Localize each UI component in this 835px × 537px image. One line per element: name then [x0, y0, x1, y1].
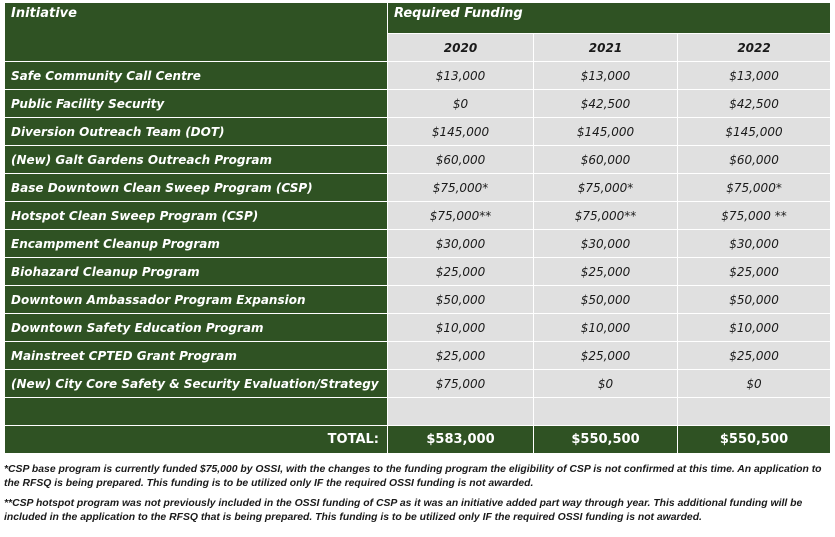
funding-value: $0	[676, 369, 832, 398]
year-header-row: 2020 2021 2022	[5, 33, 832, 62]
funding-value: $10,000	[676, 313, 832, 342]
funding-value: $13,000	[533, 61, 678, 90]
funding-value: $25,000	[533, 257, 678, 286]
table-row: Encampment Cleanup Program $30,000 $30,000…	[4, 229, 832, 258]
table-row: Downtown Safety Education Program $10,000…	[4, 313, 832, 342]
total-label: TOTAL:	[4, 425, 388, 454]
table-row: (New) Galt Gardens Outreach Program $60,0…	[4, 145, 832, 174]
table-row: Mainstreet CPTED Grant Program $25,000 $25…	[4, 341, 832, 370]
initiative-name: Downtown Ambassador Program Expansion	[4, 285, 388, 314]
footnote-csp-base: *CSP base program is currently funded $7…	[4, 464, 822, 489]
initiative-name: (New) Galt Gardens Outreach Program	[4, 145, 388, 174]
table-row: Base Downtown Clean Sweep Program (CSP) $…	[4, 173, 832, 202]
funding-value: $50,000	[533, 285, 678, 314]
funding-value: $42,500	[533, 89, 678, 118]
funding-value: $10,000	[387, 313, 534, 342]
initiative-name: Mainstreet CPTED Grant Program	[4, 341, 388, 370]
header-row-top: Initiative Required Funding	[4, 2, 832, 62]
funding-value: $30,000	[676, 229, 832, 258]
blank-cell	[533, 397, 678, 426]
funding-value: $145,000	[533, 117, 678, 146]
footnotes: *CSP base program is currently funded $7…	[4, 463, 830, 531]
funding-value: $30,000	[533, 229, 678, 258]
funding-value: $10,000	[533, 313, 678, 342]
funding-value: $75,000	[387, 369, 534, 398]
initiative-name: (New) City Core Safety & Security Evalua…	[4, 369, 388, 398]
funding-value: $30,000	[387, 229, 534, 258]
table-row: Public Facility Security $0 $42,500 $42,500	[4, 89, 832, 118]
funding-value: $145,000	[387, 117, 534, 146]
initiative-header: Initiative	[4, 2, 388, 62]
year-header: 2021	[533, 33, 678, 62]
funding-value: $50,000	[387, 285, 534, 314]
table-row: Downtown Ambassador Program Expansion $50…	[4, 285, 832, 314]
year-header: 2022	[676, 33, 832, 62]
funding-value: $60,000	[387, 145, 534, 174]
initiative-name: Encampment Cleanup Program	[4, 229, 388, 258]
funding-value: $0	[533, 369, 678, 398]
total-row: TOTAL: $583,000 $550,500 $550,500	[4, 425, 832, 454]
funding-value: $75,000*	[387, 173, 534, 202]
footnote-csp-hotspot: **CSP hotspot program was not previously…	[4, 498, 803, 523]
blank-cell	[387, 397, 534, 426]
funding-table-container: Initiative Required Funding 2020 2021 20…	[4, 2, 832, 454]
required-funding-header: Required Funding	[386, 2, 832, 34]
table-row: (New) City Core Safety & Security Evalua…	[4, 369, 832, 398]
table-row: Biohazard Cleanup Program $25,000 $25,000 $…	[4, 257, 832, 286]
initiative-name: Downtown Safety Education Program	[4, 313, 388, 342]
initiative-name: Safe Community Call Centre	[4, 61, 388, 90]
funding-value: $25,000	[533, 341, 678, 370]
initiative-name: Biohazard Cleanup Program	[4, 257, 388, 286]
blank-cell	[4, 397, 388, 426]
table-row: Diversion Outreach Team (DOT) $145,000 $14…	[4, 117, 832, 146]
funding-value: $0	[387, 89, 534, 118]
initiative-name: Base Downtown Clean Sweep Program (CSP)	[4, 173, 388, 202]
blank-row	[4, 397, 832, 426]
funding-value: $25,000	[387, 257, 534, 286]
table-row: Safe Community Call Centre $13,000 $13,000…	[4, 61, 832, 90]
funding-value: $25,000	[676, 257, 832, 286]
funding-table-body: Initiative Required Funding 2020 2021 20…	[4, 2, 832, 454]
funding-value: $13,000	[676, 61, 832, 90]
total-value: $583,000	[387, 425, 534, 454]
funding-value: $75,000**	[533, 201, 678, 230]
table-row: Hotspot Clean Sweep Program (CSP) $75,000…	[4, 201, 832, 230]
total-value: $550,500	[676, 425, 832, 454]
funding-value: $75,000*	[533, 173, 678, 202]
funding-value: $25,000	[676, 341, 832, 370]
initiative-name: Hotspot Clean Sweep Program (CSP)	[4, 201, 388, 230]
funding-value: $145,000	[676, 117, 832, 146]
funding-value: $60,000	[533, 145, 678, 174]
blank-cell	[676, 397, 832, 426]
funding-value: $50,000	[676, 285, 832, 314]
initiative-name: Public Facility Security	[4, 89, 388, 118]
funding-value: $42,500	[676, 89, 832, 118]
funding-value: $75,000*	[676, 173, 832, 202]
funding-value: $13,000	[387, 61, 534, 90]
initiative-name: Diversion Outreach Team (DOT)	[4, 117, 388, 146]
funding-value: $60,000	[676, 145, 832, 174]
funding-value: $75,000**	[387, 201, 534, 230]
year-header: 2020	[387, 33, 534, 62]
funding-value: $25,000	[387, 341, 534, 370]
funding-table: Initiative Required Funding 2020 2021 20…	[4, 2, 832, 454]
total-value: $550,500	[533, 425, 678, 454]
funding-value: $75,000 **	[676, 201, 832, 230]
